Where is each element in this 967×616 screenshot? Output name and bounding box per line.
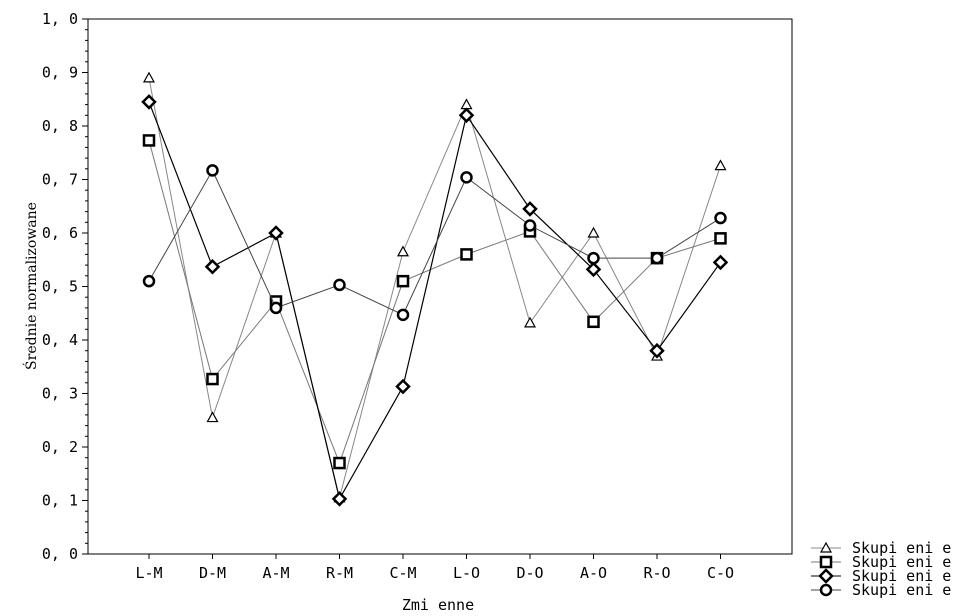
legend-label: Skupi eni e <box>852 539 951 557</box>
diamond-point <box>585 261 602 278</box>
square-point <box>206 372 219 386</box>
x-tick-label: L-O <box>453 564 480 582</box>
circle-point <box>587 251 600 265</box>
diamond-point <box>395 378 411 395</box>
diamond-point <box>141 94 157 110</box>
triangle-point <box>587 226 600 238</box>
circle-point <box>333 278 346 292</box>
legend-label: Skupi eni e <box>852 567 951 585</box>
diamond-point <box>268 225 284 241</box>
y-tick-label: 1, 0 <box>42 10 78 28</box>
diamond-point <box>649 342 665 359</box>
y-tick-label: 0, 7 <box>42 171 78 189</box>
triangle-point <box>206 411 219 423</box>
circle-point <box>269 301 283 315</box>
legend-diamond-marker <box>818 568 834 584</box>
square-point <box>142 134 156 147</box>
x-tick-label: R-M <box>326 564 353 582</box>
legend-label: Skupi eni e <box>852 553 951 571</box>
triangle-point <box>523 316 537 328</box>
x-axis: L-M D-M A-M R-M C-M L-O D-O A-O R-O C-O <box>135 554 734 582</box>
series-line <box>148 101 721 501</box>
y-tick-label: 0, 1 <box>42 492 78 510</box>
circle-point <box>650 251 664 265</box>
series-layer <box>141 71 729 507</box>
x-tick-label: R-O <box>643 564 670 582</box>
x-tick-label: C-M <box>389 564 416 582</box>
y-tick-label: 0, 3 <box>42 385 78 403</box>
y-axis: 0, 0 0, 1 0, 2 0, 3 0, 4 0, 5 0, 6 0, 7 0, 8 0, 9… <box>42 10 88 563</box>
x-tick-label: D-O <box>516 564 543 582</box>
x-tick-label: D-M <box>199 564 226 582</box>
y-tick-label: 0, 5 <box>42 278 78 296</box>
diamond-point <box>204 258 221 275</box>
y-axis-label: Średnie normalizowane <box>22 202 40 370</box>
series-line <box>148 77 721 498</box>
circle-point <box>206 164 219 177</box>
circle-point <box>142 274 156 288</box>
legend-label: Skupi eni e <box>852 581 951 599</box>
x-tick-label: A-O <box>580 564 607 582</box>
series-diamond <box>141 94 729 507</box>
square-point <box>587 315 600 329</box>
y-tick-label: 0, 4 <box>42 331 78 349</box>
x-tick-label: C-O <box>707 564 734 582</box>
circle-point <box>460 171 473 184</box>
y-tick-label: 0, 2 <box>42 438 78 456</box>
legend-square-marker <box>819 555 833 569</box>
square-point <box>396 274 410 288</box>
series-circle <box>142 164 727 322</box>
series-square <box>142 134 727 470</box>
series-triangle <box>142 71 727 503</box>
y-tick-label: 0, 0 <box>42 545 78 563</box>
legend-circle-marker <box>819 583 833 597</box>
triangle-point <box>396 245 410 257</box>
x-tick-label: L-M <box>135 564 162 582</box>
diamond-point <box>522 201 538 217</box>
square-point <box>460 248 473 261</box>
circle-point <box>714 211 727 225</box>
y-tick-label: 0, 6 <box>42 224 78 242</box>
y-tick-label: 0, 8 <box>42 117 78 135</box>
diamond-point <box>458 107 475 124</box>
diamond-point <box>331 491 348 507</box>
series-line <box>148 169 721 316</box>
y-tick-label: 0, 9 <box>42 64 78 82</box>
x-axis-label: Zmi enne <box>402 596 474 614</box>
square-point <box>714 232 727 245</box>
square-point <box>333 456 346 470</box>
triangle-point <box>460 98 473 110</box>
circle-point <box>396 308 410 322</box>
plot-frame <box>87 18 793 555</box>
legend-triangle-marker <box>819 541 833 553</box>
triangle-point <box>714 159 727 171</box>
circle-point <box>523 219 537 232</box>
diamond-point <box>712 254 729 271</box>
x-tick-label: A-M <box>262 564 289 582</box>
triangle-point <box>142 71 156 83</box>
series-line <box>148 140 721 465</box>
